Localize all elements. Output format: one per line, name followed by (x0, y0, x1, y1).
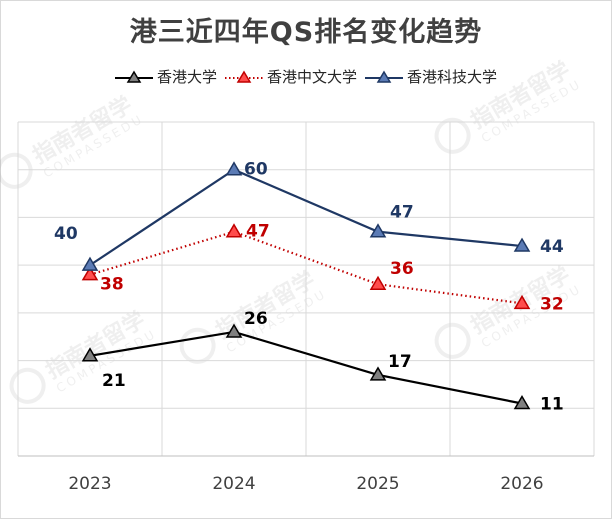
legend-label-hkust: 香港科技大学 (407, 68, 498, 86)
data-point-marker (513, 294, 531, 310)
x-tick-label: 2025 (356, 474, 399, 494)
data-point-marker (81, 256, 99, 271)
watermark-compass-icon (434, 117, 471, 154)
x-tick-label: 2026 (500, 474, 543, 494)
data-label: 17 (388, 352, 412, 372)
data-point-marker (225, 323, 243, 338)
data-point-marker (81, 347, 99, 362)
data-point-marker (513, 395, 531, 410)
legend-label-hku: 香港大学 (156, 68, 217, 86)
watermark-compass-icon (179, 327, 216, 364)
legend-marker-hkust (365, 70, 403, 83)
data-label: 44 (540, 237, 564, 257)
legend-item-cuhk: 香港中文大学 (224, 66, 357, 87)
legend-item-hkust: 香港科技大学 (365, 66, 497, 87)
watermark-compass-icon (434, 322, 471, 359)
data-point-marker (225, 161, 243, 176)
data-label: 36 (390, 259, 414, 279)
x-tick-label: 2024 (212, 474, 255, 494)
chart-legend: 香港大学 香港中文大学 香港科技大学 (0, 66, 612, 87)
data-label: 60 (244, 160, 268, 180)
data-label: 38 (100, 275, 124, 295)
watermark-compass-icon (0, 152, 33, 189)
legend-marker-cuhk (224, 70, 263, 83)
legend-marker-hku (114, 70, 153, 83)
data-point-marker (369, 275, 387, 290)
watermark-compass-icon (9, 367, 46, 404)
data-label: 47 (390, 203, 414, 223)
data-point-marker (225, 223, 243, 238)
data-label: 40 (54, 224, 78, 244)
legend-item-hku: 香港大学 (114, 66, 217, 87)
data-label: 21 (102, 371, 126, 391)
data-label: 32 (540, 294, 564, 314)
data-point-marker (369, 366, 387, 381)
data-point-marker (81, 266, 99, 281)
series-line (89, 168, 523, 267)
data-point-marker (513, 237, 531, 252)
x-tick-label: 2023 (68, 474, 111, 494)
chart-title: 港三近四年QS排名变化趋势 (129, 17, 483, 48)
data-label: 47 (246, 222, 270, 242)
data-label: 11 (540, 395, 564, 415)
data-label: 26 (244, 309, 268, 329)
series-line (89, 330, 523, 405)
legend-label-cuhk: 香港中文大学 (266, 68, 357, 86)
data-point-marker (369, 223, 387, 238)
